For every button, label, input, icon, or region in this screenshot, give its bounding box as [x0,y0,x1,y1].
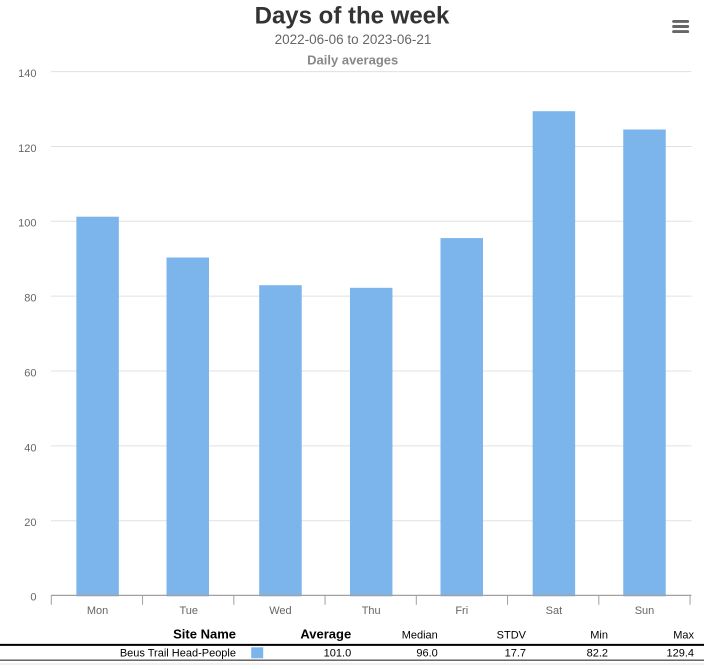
svg-text:140: 140 [18,68,36,80]
svg-text:STDV: STDV [497,630,527,642]
svg-text:Fri: Fri [455,605,468,617]
svg-text:101.0: 101.0 [324,648,352,660]
svg-text:60: 60 [24,367,36,379]
svg-text:Wed: Wed [269,605,291,617]
svg-text:2022-06-06 to 2023-06-21: 2022-06-06 to 2023-06-21 [275,32,432,47]
svg-text:Beus Trail Head-People: Beus Trail Head-People [120,648,236,660]
svg-text:20: 20 [24,517,36,529]
svg-text:Max: Max [673,630,694,642]
svg-text:Tue: Tue [179,605,198,617]
svg-text:Days of the week: Days of the week [255,3,450,30]
svg-text:Site Name: Site Name [173,627,236,642]
svg-text:Sun: Sun [635,605,655,617]
svg-text:Mon: Mon [87,605,108,617]
svg-text:Average: Average [300,627,351,642]
svg-text:Thu: Thu [362,605,381,617]
svg-text:82.2: 82.2 [587,648,608,660]
svg-text:120: 120 [18,143,36,155]
svg-text:129.4: 129.4 [666,648,694,660]
svg-text:Daily averages: Daily averages [307,52,398,67]
svg-text:Sat: Sat [546,605,563,617]
svg-text:40: 40 [24,442,36,454]
svg-text:17.7: 17.7 [505,648,526,660]
svg-text:0: 0 [30,591,36,603]
svg-text:96.0: 96.0 [416,648,437,660]
svg-text:80: 80 [24,293,36,305]
svg-text:Median: Median [402,630,438,642]
svg-text:Min: Min [590,630,608,642]
svg-text:100: 100 [18,218,36,230]
